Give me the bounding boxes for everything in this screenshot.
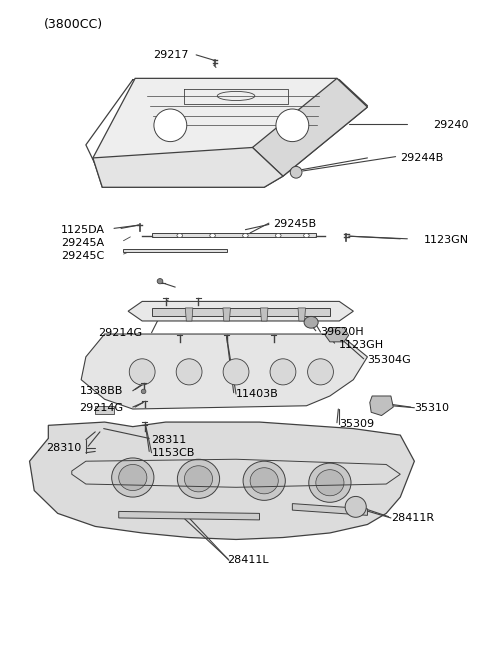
Polygon shape: [152, 233, 316, 238]
Ellipse shape: [304, 316, 318, 328]
Ellipse shape: [154, 109, 187, 141]
Ellipse shape: [112, 458, 154, 497]
Text: 11403B: 11403B: [236, 389, 279, 399]
Text: 29245B: 29245B: [274, 219, 317, 229]
Text: 29245A: 29245A: [61, 238, 105, 248]
Text: 28310: 28310: [46, 443, 81, 453]
Text: 39620H: 39620H: [321, 327, 364, 337]
Ellipse shape: [345, 496, 366, 517]
Ellipse shape: [276, 109, 309, 141]
Ellipse shape: [243, 461, 285, 500]
Ellipse shape: [141, 389, 146, 394]
Ellipse shape: [129, 359, 155, 385]
Ellipse shape: [308, 359, 334, 385]
Ellipse shape: [316, 470, 344, 496]
Ellipse shape: [309, 463, 351, 502]
Text: 28411R: 28411R: [391, 513, 434, 523]
Ellipse shape: [178, 459, 220, 498]
Polygon shape: [93, 79, 368, 187]
Text: 28411L: 28411L: [227, 555, 268, 565]
Text: 35310: 35310: [414, 403, 449, 413]
Ellipse shape: [250, 468, 278, 494]
Text: 1153CB: 1153CB: [152, 448, 195, 458]
Polygon shape: [95, 405, 114, 413]
Polygon shape: [185, 308, 193, 321]
Ellipse shape: [223, 359, 249, 385]
Polygon shape: [370, 396, 393, 415]
Polygon shape: [30, 422, 414, 540]
Text: 1125DA: 1125DA: [60, 225, 105, 234]
Text: 29217: 29217: [154, 50, 189, 60]
Text: 29245C: 29245C: [61, 251, 105, 261]
Polygon shape: [93, 147, 283, 187]
Polygon shape: [142, 83, 330, 119]
Ellipse shape: [184, 466, 213, 492]
Ellipse shape: [276, 234, 281, 238]
Ellipse shape: [304, 234, 309, 238]
Ellipse shape: [157, 278, 163, 284]
Text: 1338BB: 1338BB: [80, 386, 123, 396]
Polygon shape: [81, 334, 368, 409]
Polygon shape: [119, 512, 260, 520]
Text: 1123GN: 1123GN: [424, 235, 469, 245]
Text: (3800CC): (3800CC): [44, 18, 103, 31]
Text: 28311: 28311: [152, 435, 187, 445]
Polygon shape: [325, 328, 348, 342]
Polygon shape: [128, 301, 353, 321]
Ellipse shape: [210, 234, 216, 238]
Polygon shape: [123, 250, 227, 252]
Ellipse shape: [270, 359, 296, 385]
Ellipse shape: [290, 166, 302, 178]
Polygon shape: [261, 308, 268, 321]
Text: 1123GH: 1123GH: [339, 340, 384, 350]
Ellipse shape: [242, 234, 248, 238]
Polygon shape: [223, 308, 230, 321]
Text: 35309: 35309: [339, 419, 374, 429]
Ellipse shape: [177, 234, 182, 238]
Polygon shape: [298, 308, 305, 321]
Text: 29240: 29240: [433, 121, 468, 130]
Ellipse shape: [119, 464, 147, 491]
Ellipse shape: [176, 359, 202, 385]
Text: 29244B: 29244B: [400, 153, 444, 163]
Polygon shape: [252, 79, 368, 176]
Text: 29214G: 29214G: [98, 328, 142, 338]
Text: 35304G: 35304G: [368, 355, 411, 365]
Polygon shape: [152, 308, 330, 316]
Polygon shape: [292, 504, 368, 515]
Text: 29214G: 29214G: [79, 403, 123, 413]
